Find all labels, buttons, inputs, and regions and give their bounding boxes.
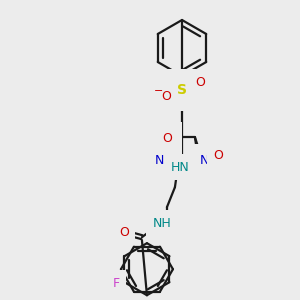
Text: O: O <box>119 226 129 239</box>
Text: O: O <box>161 89 171 103</box>
Text: N: N <box>154 154 164 167</box>
Text: F: F <box>113 277 120 290</box>
Text: O: O <box>213 149 223 162</box>
Text: NH: NH <box>153 217 171 230</box>
Text: S: S <box>177 83 187 97</box>
Text: O: O <box>195 76 205 88</box>
Text: HN: HN <box>171 161 189 174</box>
Text: N: N <box>200 154 210 167</box>
Text: O: O <box>162 132 172 145</box>
Text: −: − <box>154 86 164 96</box>
